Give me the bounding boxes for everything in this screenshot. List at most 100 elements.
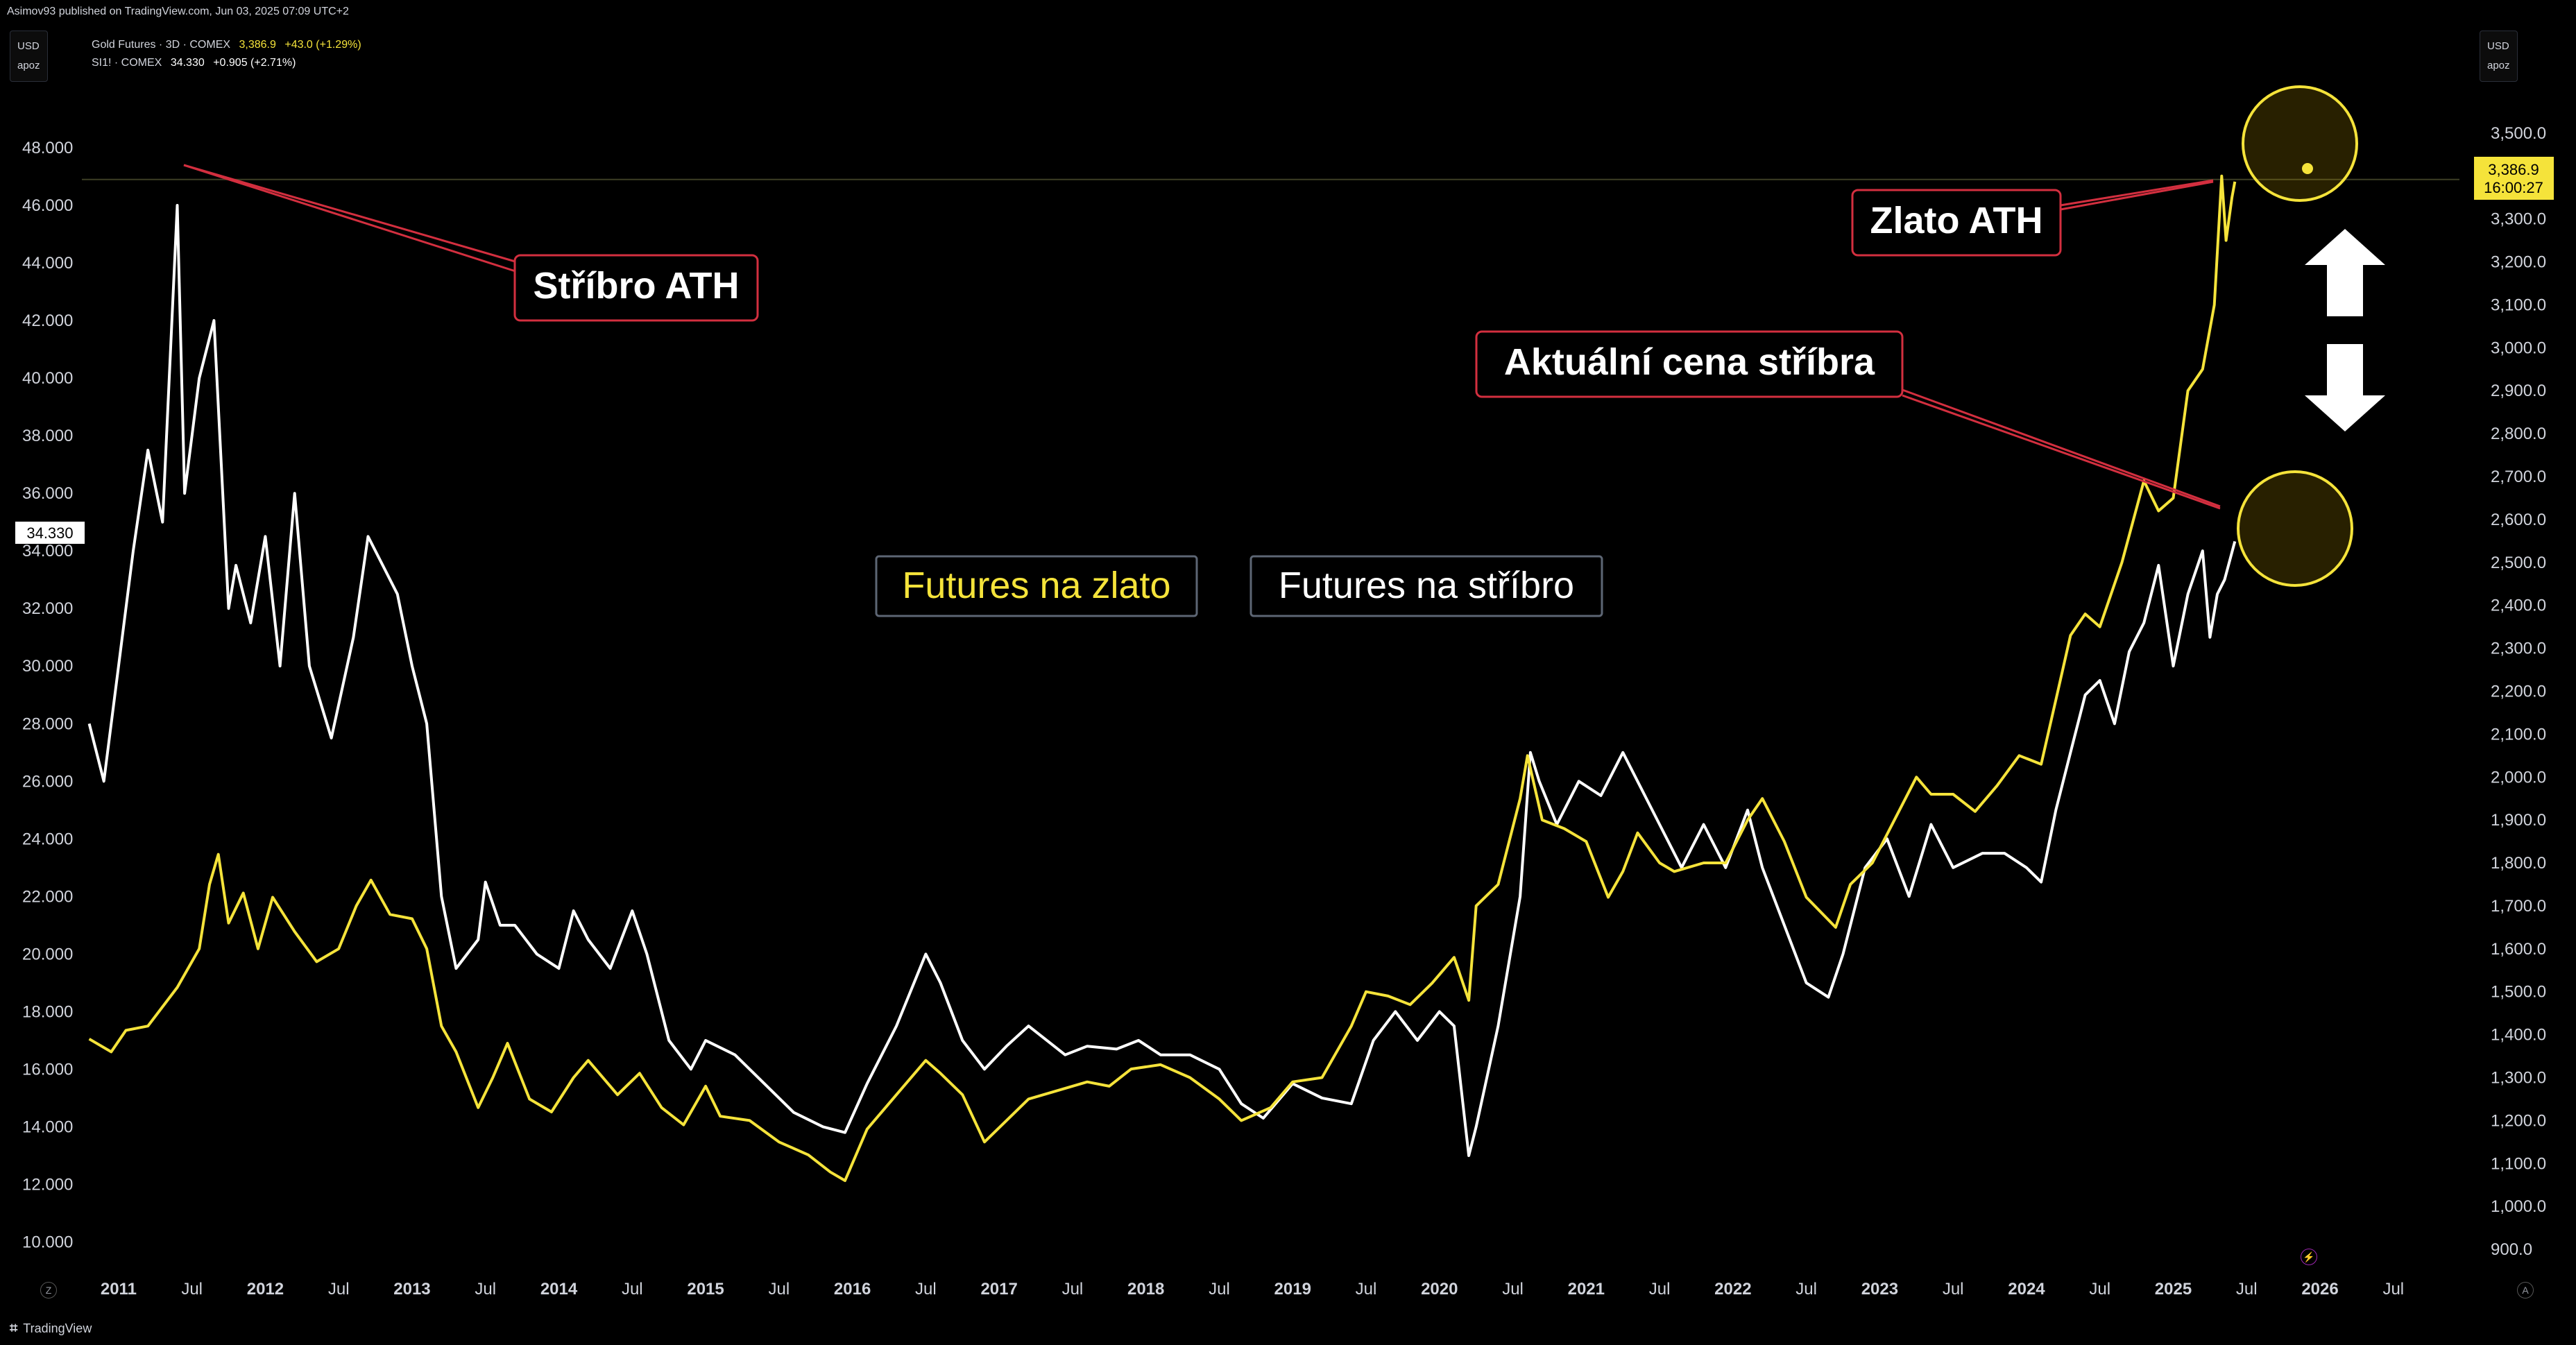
time-axis-tick-label: Jul [2236,1280,2258,1299]
time-axis-tick-label: Jul [328,1280,350,1299]
time-axis-tick-label: Jul [1062,1280,1084,1299]
right-axis-tick-label: 1,000.0 [2491,1197,2546,1216]
time-axis-tick-label: 2017 [980,1280,1017,1299]
time-axis-tick-label: 2018 [1127,1280,1164,1299]
left-axis-tick-label: 42.000 [22,311,73,330]
legend-silver-name: SI1! · COMEX [92,57,162,69]
legend-gold-change: +43.0 (+1.29%) [284,39,361,51]
right-axis-tick-label: 2,900.0 [2491,382,2546,400]
right-axis-tick-label: 2,300.0 [2491,640,2546,658]
time-axis-tick-label: Jul [1649,1280,1671,1299]
left-axis-tick-label: 38.000 [22,427,73,445]
right-axis-tick-label: 3,000.0 [2491,339,2546,357]
left-axis-tick-label: 20.000 [22,945,73,963]
timezone-icon[interactable]: Z [40,1282,57,1299]
left-axis-tick-label: 36.000 [22,484,73,503]
annotation-current-silver[interactable]: Aktuální cena stříbra [1475,330,1904,398]
gold-last-point [2302,163,2313,174]
left-axis-tick-label: 16.000 [22,1060,73,1079]
overlay-layer: Stříbro ATH Zlato ATH Aktuální cena stří… [15,85,2554,617]
right-axis-tick-label: 1,100.0 [2491,1154,2546,1173]
right-current-price-label: 3,386.9 16:00:27 [2474,157,2554,200]
time-axis-tick-label: 2021 [1568,1280,1605,1299]
legend-gold-price: 3,386.9 [239,39,276,51]
time-axis-tick-label: Jul [915,1280,937,1299]
time-axis-tick-label: Jul [2089,1280,2110,1299]
time-axis-tick-label: Jul [1943,1280,1964,1299]
right-axis-tick-label: 900.0 [2491,1240,2532,1259]
time-axis-tick-label: Jul [475,1280,496,1299]
left-axis-tick-label: 34.000 [22,542,73,560]
annotation-gold-ath-text: Zlato ATH [1870,200,2043,241]
footer: ⌗ TradingView [10,1321,92,1337]
left-axis-tick-label: 46.000 [22,196,73,215]
right-unit-box[interactable]: USD apoz [2480,31,2518,82]
right-axis-tick-label: 1,200.0 [2491,1111,2546,1130]
time-axis-tick-label: 2020 [1421,1280,1458,1299]
annotation-silver-ath-text: Stříbro ATH [534,265,740,307]
time-axis-tick-label: Jul [1356,1280,1377,1299]
right-axis-tick-label: 1,600.0 [2491,940,2546,959]
left-axis-tick-label: 10.000 [22,1233,73,1251]
left-axis-tick-label: 44.000 [22,254,73,273]
legend-row-gold[interactable]: Gold Futures · 3D · COMEX 3,386.9 +43.0 … [92,36,361,54]
left-axis-tick-label: 48.000 [22,139,73,157]
publisher-line: Asimov93 published on TradingView.com, J… [7,6,349,17]
left-unit-box[interactable]: USD apoz [10,31,48,82]
silver-current-highlight-circle [2237,470,2353,587]
tradingview-logo-icon: ⌗ [10,1321,18,1336]
time-axis-tick-label: 2025 [2155,1280,2192,1299]
time-axis-tick-label: Jul [622,1280,643,1299]
left-axis-tick-label: 12.000 [22,1175,73,1194]
left-axis-tick-label: 22.000 [22,887,73,906]
legend-row-silver[interactable]: SI1! · COMEX 34.330 +0.905 (+2.71%) [92,54,361,72]
time-axis-tick-label: Jul [2382,1280,2404,1299]
time-axis-tick-label: 2015 [687,1280,724,1299]
right-current-price-text: 3,386.9 [2488,161,2539,178]
right-axis-tick-label: 2,000.0 [2491,768,2546,787]
annotation-gold-ath[interactable]: Zlato ATH [1851,189,2062,257]
label-silver-futures[interactable]: Futures na stříbro [1249,555,1603,617]
right-countdown-text: 16:00:27 [2484,179,2543,196]
time-axis-tick-label: 2014 [540,1280,578,1299]
right-axis-tick-label: 1,300.0 [2491,1068,2546,1087]
annotation-current-silver-text: Aktuální cena stříbra [1504,341,1875,383]
auto-scale-icon[interactable]: A [2517,1282,2534,1299]
time-axis-tick-label: 2013 [393,1280,430,1299]
left-axis-tick-label: 14.000 [22,1117,73,1136]
time-axis-tick-label: 2024 [2008,1280,2045,1299]
annotation-silver-ath[interactable]: Stříbro ATH [513,254,759,322]
left-price-axis: 10.000 12.000 14.000 16.000 18.000 20.000 22.0… [22,139,73,1251]
left-axis-tick-label: 32.000 [22,599,73,618]
lightning-icon[interactable]: ⚡ [2301,1249,2317,1265]
footer-brand: TradingView [23,1321,92,1335]
right-axis-tick-label: 2,400.0 [2491,597,2546,615]
time-axis-tick-label: 2026 [2301,1280,2338,1299]
legend-gold-name: Gold Futures · 3D · COMEX [92,39,231,51]
legend-silver-price: 34.330 [170,57,205,69]
silver-ath-connector [183,164,518,273]
right-axis-tick-label: 1,500.0 [2491,983,2546,1002]
right-axis-tick-label: 1,900.0 [2491,811,2546,830]
time-axis-tick-label: Jul [768,1280,790,1299]
time-axis: 2011 Jul 2012 Jul 2013 Jul 2014 Jul 2015 Jul 2016 J… [101,1280,2404,1299]
chart-legend: Gold Futures · 3D · COMEX 3,386.9 +43.0 … [92,36,361,72]
right-axis-tick-label: 3,200.0 [2491,253,2546,272]
label-gold-futures[interactable]: Futures na zlato [875,555,1198,617]
time-axis-tick-label: Jul [181,1280,203,1299]
legend-silver-change: +0.905 (+2.71%) [213,57,296,69]
right-axis-tick-label: 2,600.0 [2491,511,2546,529]
left-axis-tick-label: 28.000 [22,714,73,733]
series-line-gold[interactable] [88,174,2237,1182]
right-axis-tick-label: 1,700.0 [2491,897,2546,916]
right-axis-tick-label: 3,500.0 [2491,124,2546,143]
time-axis-tick-label: 2022 [1714,1280,1751,1299]
left-axis-tick-label: 26.000 [22,772,73,791]
left-axis-tick-label: 40.000 [22,369,73,388]
right-unit-currency: USD [2487,40,2509,52]
right-axis-tick-label: 2,800.0 [2491,425,2546,443]
series-line-silver[interactable] [87,204,2237,1157]
right-axis-tick-label: 1,400.0 [2491,1026,2546,1045]
